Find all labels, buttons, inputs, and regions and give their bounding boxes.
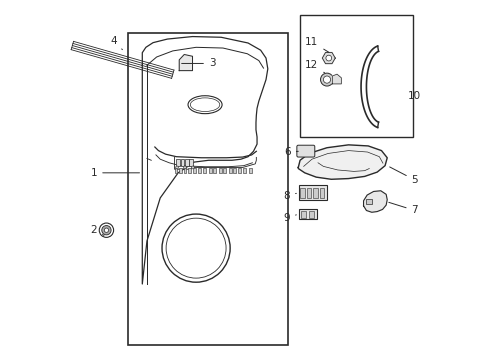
Polygon shape [322,53,335,64]
Bar [223,168,226,173]
Bar [128,33,287,345]
Circle shape [162,214,230,282]
Bar [188,168,191,173]
Bar [243,168,246,173]
Polygon shape [298,145,386,179]
Text: 8: 8 [283,191,296,201]
Text: 7: 7 [388,202,417,216]
Polygon shape [179,54,192,71]
Bar [189,159,192,166]
Circle shape [175,166,178,169]
Circle shape [325,55,331,61]
Bar [308,211,313,218]
Text: 4: 4 [110,36,122,50]
Polygon shape [363,191,386,212]
Bar [192,168,195,173]
Text: 2: 2 [90,225,104,235]
Text: 1: 1 [90,168,139,178]
Bar [183,168,186,173]
Bar [179,168,182,173]
Bar [313,188,317,198]
Bar [228,168,231,173]
Bar [300,211,305,218]
Bar [184,159,188,166]
Bar [238,168,241,173]
Bar [203,168,206,173]
Text: 5: 5 [389,167,417,185]
Text: 3: 3 [181,58,215,68]
Bar [248,168,251,173]
Bar [198,168,201,173]
Ellipse shape [190,98,219,112]
Text: 10: 10 [407,91,421,101]
Bar [298,185,326,200]
Circle shape [102,226,111,235]
Bar [366,199,371,204]
FancyBboxPatch shape [296,145,314,157]
Circle shape [104,228,108,232]
Bar [180,159,184,166]
Bar [298,209,316,220]
Circle shape [183,166,186,169]
Circle shape [99,223,113,237]
Text: 11: 11 [305,37,328,52]
Text: 9: 9 [283,213,296,222]
Ellipse shape [187,96,222,114]
Bar [176,159,180,166]
Polygon shape [332,74,341,84]
Bar [213,168,216,173]
Bar [233,168,236,173]
Bar [300,188,304,198]
Text: 12: 12 [305,60,324,73]
Text: 6: 6 [284,147,298,157]
Bar [208,168,211,173]
Bar [174,168,177,173]
Circle shape [166,218,225,278]
Circle shape [320,73,333,86]
Bar [300,15,412,137]
Bar [306,188,310,198]
Circle shape [323,76,330,83]
Bar [218,168,221,173]
Circle shape [191,166,194,169]
Bar [319,188,324,198]
